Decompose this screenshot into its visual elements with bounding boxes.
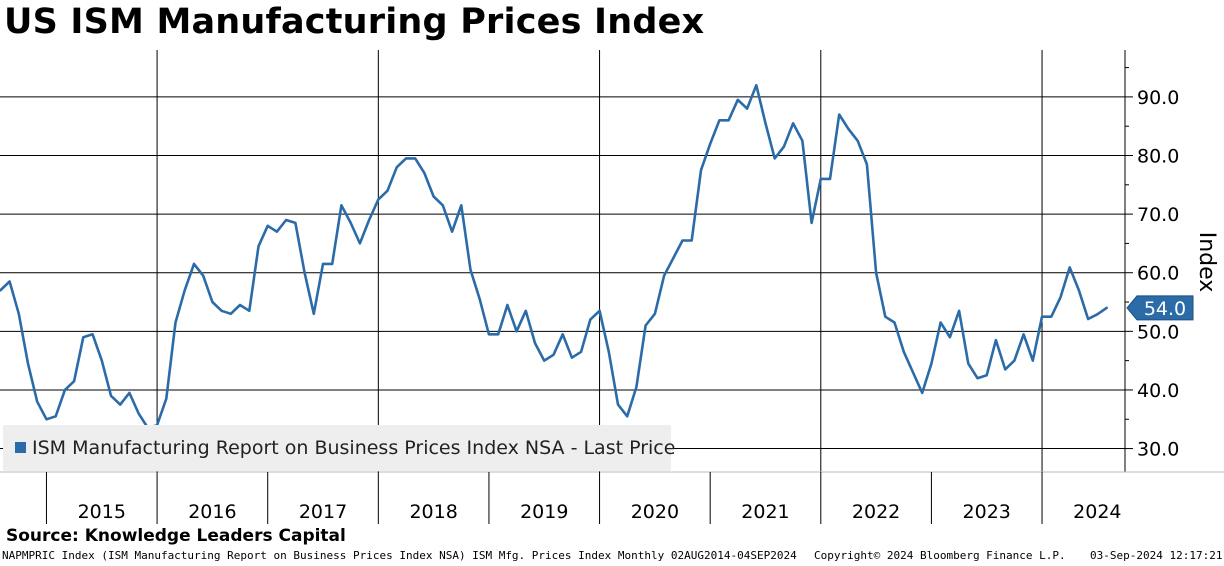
x-tick-label: 2024 [1073, 501, 1121, 523]
x-tick-label: 2015 [78, 501, 126, 523]
series-line [0, 83, 1108, 430]
last-price-tag [1126, 295, 1194, 321]
x-tick-label: 2016 [188, 501, 236, 523]
source-note: Source: Knowledge Leaders Capital [6, 526, 346, 546]
x-tick-label: 2019 [520, 501, 568, 523]
x-tick-label: 2017 [299, 501, 347, 523]
footer-copyright: Copyright© 2024 Bloomberg Finance L.P. [814, 549, 1066, 562]
x-tick-label: 2021 [741, 501, 789, 523]
x-tick-label: 2020 [631, 501, 679, 523]
label-layer: 54.0 [1126, 295, 1194, 321]
x-tick-label: 2018 [409, 501, 457, 523]
axis-layer: 30.0 40.0 50.0 60.0 70.0 80.0 90.0 2015 2016 2017… [0, 50, 1224, 524]
y-tick-label: 60.0 [1137, 263, 1179, 285]
footer-timestamp: 03-Sep-2024 12:17:21 [1090, 549, 1223, 562]
y-tick-label: 80.0 [1137, 146, 1179, 168]
legend-swatch [15, 442, 26, 453]
x-tick-label: 2023 [963, 501, 1011, 523]
legend: ISM Manufacturing Report on Business Pri… [3, 425, 675, 471]
grid-layer [0, 50, 1125, 472]
footer-description: NAPMPRIC Index (ISM Manufacturing Report… [2, 549, 797, 562]
y-tick-label: 70.0 [1137, 204, 1179, 226]
legend-label: ISM Manufacturing Report on Business Pri… [32, 437, 676, 459]
chart-title: US ISM Manufacturing Prices Index [4, 2, 705, 42]
series-layer [0, 83, 1108, 430]
y-tick-label: 90.0 [1137, 87, 1179, 109]
y-tick-label: 30.0 [1137, 439, 1179, 461]
y-tick-label: 50.0 [1137, 321, 1179, 343]
y-tick-label: 40.0 [1137, 380, 1179, 402]
y-axis-title: Index [1194, 232, 1219, 293]
x-tick-label: 2022 [852, 501, 900, 523]
last-price-label: 54.0 [1144, 298, 1186, 320]
